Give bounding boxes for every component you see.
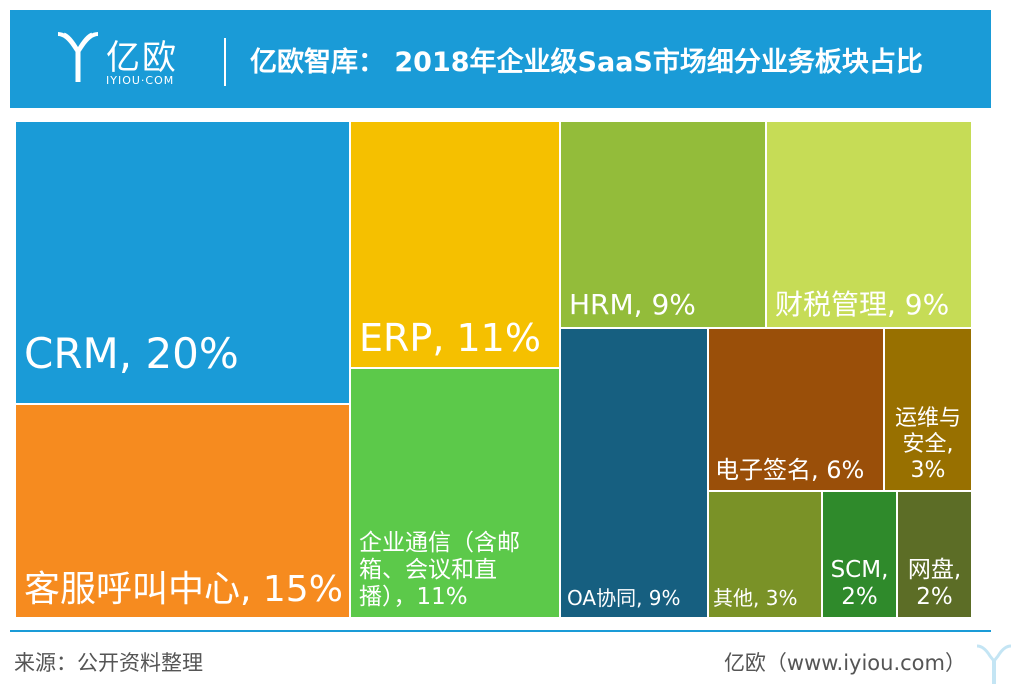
tile-tax-finance: 财税管理, 9% — [766, 121, 972, 328]
logo-subtext: IYIOU·COM — [106, 74, 175, 87]
tile-hrm: HRM, 9% — [560, 121, 766, 328]
tile-label-hrm: HRM, 9% — [569, 287, 696, 321]
tile-label-scm: SCM, 2% — [830, 556, 889, 610]
logo-text: 亿欧 — [106, 38, 178, 78]
credit-note: 亿欧（www.iyiou.com） — [723, 651, 966, 675]
tile-label-customer-service: 客服呼叫中心, 15% — [24, 568, 343, 610]
tile-oa: OA协同, 9% — [560, 328, 708, 618]
tile-label-erp: ERP, 11% — [359, 316, 541, 361]
tile-erp: ERP, 11% — [350, 121, 560, 368]
tile-label-ops-security: 运维与 安全, 3% — [894, 406, 961, 484]
tile-label-netdisk: 网盘, 2% — [907, 556, 962, 610]
header-banner: 亿欧 IYIOU·COM 亿欧智库： 2018年企业级SaaS市场细分业务板块占… — [10, 10, 991, 108]
tile-label-enterprise-comm: 企业通信（含邮 箱、会议和直 播），11% — [359, 529, 520, 610]
watermark-logo-icon — [976, 644, 1012, 684]
footer-divider — [10, 630, 991, 632]
treemap-chart: CRM, 20% 客服呼叫中心, 15% ERP, 11% 企业通信（含邮 箱、会议和… — [15, 121, 972, 618]
tile-e-signature: 电子签名, 6% — [708, 328, 884, 491]
header-divider — [224, 38, 226, 86]
tile-label-crm: CRM, 20% — [24, 329, 239, 379]
tile-label-oa: OA协同, 9% — [567, 586, 681, 611]
tile-label-tax-finance: 财税管理, 9% — [775, 287, 950, 321]
tile-scm: SCM, 2% — [822, 491, 897, 618]
tile-customer-service: 客服呼叫中心, 15% — [15, 404, 350, 618]
tile-label-e-signature: 电子签名, 6% — [715, 455, 865, 484]
brand-logo: 亿欧 IYIOU·COM — [54, 24, 214, 94]
tile-ops-security: 运维与 安全, 3% — [884, 328, 972, 491]
logo-y-icon — [57, 32, 99, 82]
tile-label-other: 其他, 3% — [713, 586, 798, 611]
tile-other: 其他, 3% — [708, 491, 822, 618]
source-note: 来源：公开资料整理 — [14, 651, 203, 675]
tile-enterprise-comm: 企业通信（含邮 箱、会议和直 播），11% — [350, 368, 560, 618]
chart-title: 亿欧智库： 2018年企业级SaaS市场细分业务板块占比 — [250, 47, 923, 78]
tile-crm: CRM, 20% — [15, 121, 350, 404]
tile-netdisk: 网盘, 2% — [897, 491, 972, 618]
